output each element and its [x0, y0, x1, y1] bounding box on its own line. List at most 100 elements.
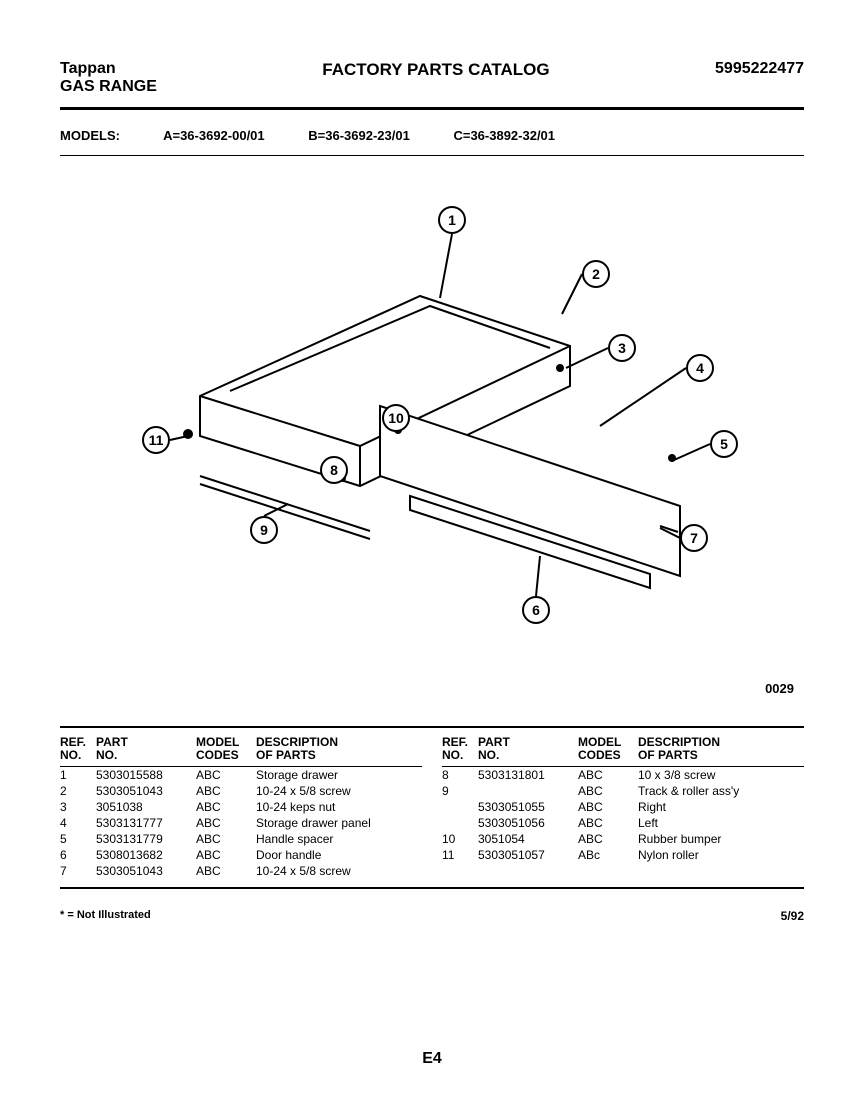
catalog-number: 5995222477 [715, 60, 804, 78]
cell-ref: 11 [442, 848, 478, 862]
models-label: MODELS: [60, 128, 120, 143]
th-model: MODELCODES [196, 736, 256, 762]
diagram-svg [60, 176, 804, 696]
divider-thin [60, 155, 804, 156]
cell-ref: 8 [442, 768, 478, 782]
product-name: GAS RANGE [60, 78, 157, 96]
cell-model: ABC [196, 816, 256, 830]
cell-desc: Rubber bumper [638, 832, 804, 846]
tbody-left: 15303015588ABCStorage drawer25303051043A… [60, 767, 422, 879]
cell-part: 3051054 [478, 832, 578, 846]
th-model: MODELCODES [578, 736, 638, 762]
callout-4: 4 [686, 354, 714, 382]
model-c: C=36-3892-32/01 [453, 128, 555, 143]
models-row: MODELS: A=36-3692-00/01 B=36-3692-23/01 … [60, 116, 804, 151]
cell-ref: 5 [60, 832, 96, 846]
cell-part: 5303051055 [478, 800, 578, 814]
footer-date: 5/92 [781, 909, 804, 923]
cell-ref: 3 [60, 800, 96, 814]
cell-part: 5303051056 [478, 816, 578, 830]
callout-11: 11 [142, 426, 170, 454]
cell-part: 5303131801 [478, 768, 578, 782]
cell-model: ABC [578, 768, 638, 782]
callout-10: 10 [382, 404, 410, 432]
diagram-code: 0029 [765, 681, 794, 696]
cell-ref [442, 816, 478, 830]
header-row: Tappan GAS RANGE FACTORY PARTS CATALOG 5… [60, 60, 804, 97]
cell-part [478, 784, 578, 798]
table-row: 45303131777ABCStorage drawer panel [60, 815, 422, 831]
table-header: REF.NO. PARTNO. MODELCODES DESCRIPTIONOF… [442, 730, 804, 767]
cell-model: ABC [196, 832, 256, 846]
th-ref: REF.NO. [60, 736, 96, 762]
cell-model: ABC [578, 816, 638, 830]
tbody-right: 85303131801ABC10 x 3/8 screw9ABCTrack & … [442, 767, 804, 863]
cell-desc: 10-24 x 5/8 screw [256, 864, 422, 878]
th-part: PARTNO. [96, 736, 196, 762]
cell-part: 5308013682 [96, 848, 196, 862]
table-row: 85303131801ABC10 x 3/8 screw [442, 767, 804, 783]
cell-desc: Left [638, 816, 804, 830]
cell-ref: 6 [60, 848, 96, 862]
th-part: PARTNO. [478, 736, 578, 762]
cell-ref: 10 [442, 832, 478, 846]
th-desc: DESCRIPTIONOF PARTS [638, 736, 804, 762]
cell-desc: 10 x 3/8 screw [638, 768, 804, 782]
cell-desc: Right [638, 800, 804, 814]
cell-part: 5303131777 [96, 816, 196, 830]
cell-desc: Track & roller ass'y [638, 784, 804, 798]
callout-6: 6 [522, 596, 550, 624]
footer-row: * = Not Illustrated 5/92 [60, 909, 804, 923]
table-header: REF.NO. PARTNO. MODELCODES DESCRIPTIONOF… [60, 730, 422, 767]
cell-model: ABC [196, 848, 256, 862]
callout-8: 8 [320, 456, 348, 484]
cell-model: ABC [578, 784, 638, 798]
brand-block: Tappan GAS RANGE [60, 60, 157, 97]
cell-ref: 9 [442, 784, 478, 798]
table-row: 33051038ABC10-24 keps nut [60, 799, 422, 815]
page-label: E4 [422, 1050, 442, 1068]
callout-2: 2 [582, 260, 610, 288]
table-row: 115303051057ABcNylon roller [442, 847, 804, 863]
cell-part: 5303051057 [478, 848, 578, 862]
table-row: 65308013682ABCDoor handle [60, 847, 422, 863]
catalog-title: FACTORY PARTS CATALOG [157, 60, 715, 80]
cell-model: ABC [578, 800, 638, 814]
cell-desc: Handle spacer [256, 832, 422, 846]
table-row: 55303131779ABCHandle spacer [60, 831, 422, 847]
table-row: 75303051043ABC10-24 x 5/8 screw [60, 863, 422, 879]
table-right-col: REF.NO. PARTNO. MODELCODES DESCRIPTIONOF… [442, 730, 804, 879]
cell-part: 5303015588 [96, 768, 196, 782]
table-top-rule [60, 726, 804, 728]
model-a: A=36-3692-00/01 [163, 128, 265, 143]
table-row: 9 ABCTrack & roller ass'y [442, 783, 804, 799]
th-ref: REF.NO. [442, 736, 478, 762]
callout-9: 9 [250, 516, 278, 544]
cell-model: ABc [578, 848, 638, 862]
page-container: Tappan GAS RANGE FACTORY PARTS CATALOG 5… [60, 60, 804, 923]
callout-1: 1 [438, 206, 466, 234]
table-row: 5303051056ABCLeft [442, 815, 804, 831]
callout-7: 7 [680, 524, 708, 552]
cell-desc: Storage drawer panel [256, 816, 422, 830]
table-row: 15303015588ABCStorage drawer [60, 767, 422, 783]
cell-part: 5303051043 [96, 864, 196, 878]
model-b: B=36-3692-23/01 [308, 128, 410, 143]
table-bottom-rule [60, 887, 804, 889]
exploded-diagram: 0029 1234567891011 [60, 176, 804, 696]
cell-model: ABC [196, 784, 256, 798]
brand-name: Tappan [60, 60, 157, 78]
cell-ref [442, 800, 478, 814]
callout-3: 3 [608, 334, 636, 362]
cell-ref: 4 [60, 816, 96, 830]
cell-part: 5303051043 [96, 784, 196, 798]
cell-model: ABC [578, 832, 638, 846]
divider-thick [60, 107, 804, 110]
footer-note: * = Not Illustrated [60, 909, 151, 923]
cell-part: 3051038 [96, 800, 196, 814]
cell-desc: 10-24 x 5/8 screw [256, 784, 422, 798]
table-left-col: REF.NO. PARTNO. MODELCODES DESCRIPTIONOF… [60, 730, 422, 879]
cell-part: 5303131779 [96, 832, 196, 846]
parts-table: REF.NO. PARTNO. MODELCODES DESCRIPTIONOF… [60, 730, 804, 879]
cell-model: ABC [196, 800, 256, 814]
